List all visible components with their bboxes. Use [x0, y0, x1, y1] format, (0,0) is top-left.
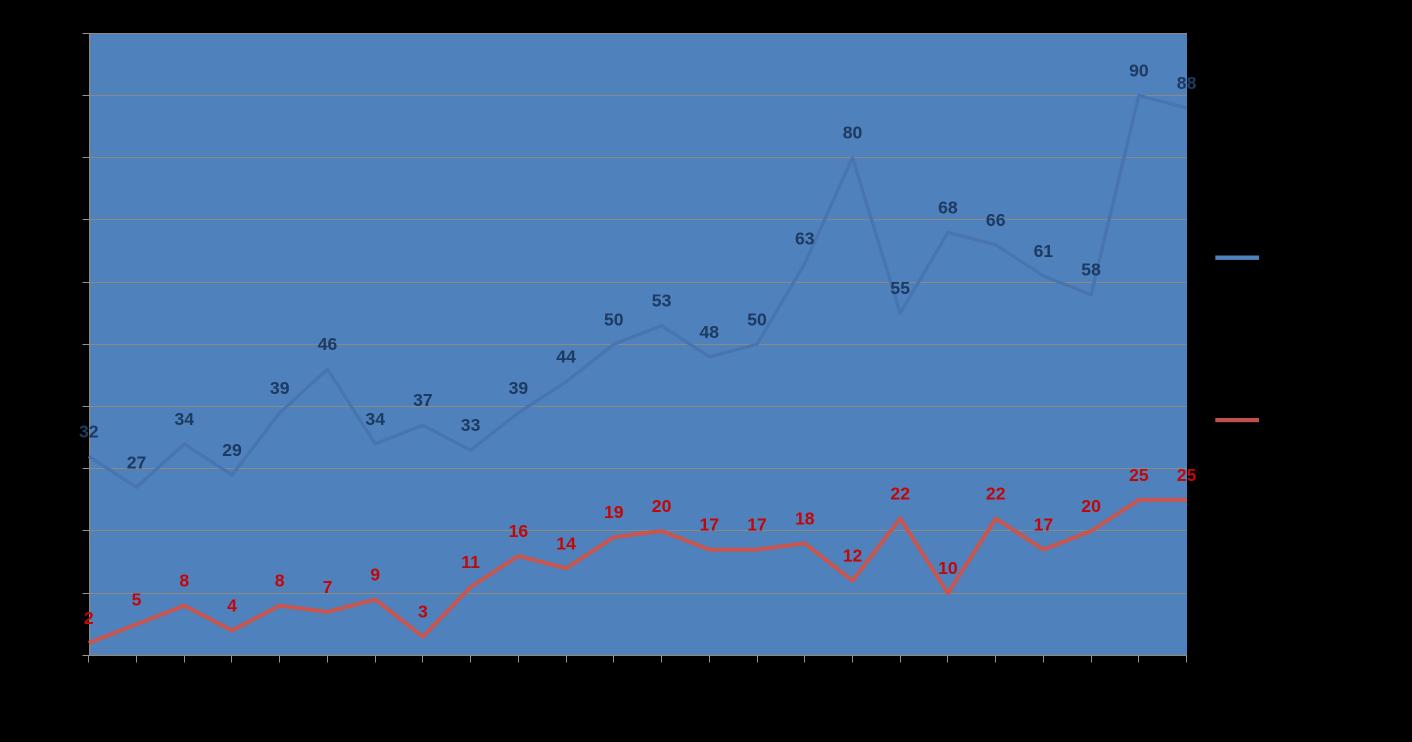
- svg-text:50: 50: [747, 309, 767, 329]
- svg-text:11: 11: [461, 552, 480, 572]
- svg-text:32: 32: [79, 421, 99, 441]
- svg-text:44: 44: [556, 347, 576, 367]
- svg-text:63: 63: [795, 229, 815, 249]
- svg-text:46: 46: [318, 334, 338, 354]
- svg-text:66: 66: [986, 210, 1006, 230]
- svg-text:39: 39: [509, 378, 529, 398]
- svg-text:53: 53: [652, 291, 672, 311]
- svg-text:90: 90: [1129, 61, 1149, 81]
- svg-text:25: 25: [1177, 465, 1197, 485]
- svg-text:16: 16: [509, 521, 529, 541]
- svg-text:50: 50: [604, 309, 624, 329]
- svg-text:34: 34: [365, 409, 385, 429]
- svg-text:8: 8: [275, 571, 285, 591]
- svg-text:80: 80: [843, 123, 863, 143]
- svg-text:5: 5: [132, 589, 142, 609]
- svg-text:34: 34: [175, 409, 195, 429]
- svg-text:25: 25: [1129, 465, 1149, 485]
- svg-text:4: 4: [227, 596, 237, 616]
- svg-text:33: 33: [461, 415, 481, 435]
- svg-text:17: 17: [700, 515, 720, 535]
- svg-text:14: 14: [556, 533, 576, 553]
- svg-text:10: 10: [938, 558, 958, 578]
- svg-text:17: 17: [1034, 515, 1054, 535]
- svg-text:19: 19: [604, 502, 624, 522]
- svg-text:18: 18: [795, 508, 815, 528]
- svg-text:37: 37: [413, 390, 433, 410]
- svg-text:68: 68: [938, 197, 958, 217]
- svg-text:8: 8: [179, 571, 189, 591]
- svg-text:20: 20: [652, 496, 672, 516]
- svg-text:3: 3: [418, 602, 428, 622]
- svg-text:58: 58: [1081, 260, 1101, 280]
- svg-text:2: 2: [84, 608, 94, 628]
- svg-text:88: 88: [1177, 73, 1197, 93]
- svg-text:48: 48: [700, 322, 720, 342]
- svg-text:7: 7: [323, 577, 333, 597]
- svg-text:22: 22: [986, 484, 1006, 504]
- svg-text:20: 20: [1081, 496, 1101, 516]
- svg-text:55: 55: [890, 278, 910, 298]
- svg-text:39: 39: [270, 378, 290, 398]
- svg-text:9: 9: [370, 564, 380, 584]
- svg-text:61: 61: [1034, 241, 1054, 261]
- svg-text:29: 29: [222, 440, 242, 460]
- svg-text:17: 17: [747, 515, 767, 535]
- svg-text:27: 27: [127, 452, 147, 472]
- svg-text:12: 12: [843, 546, 863, 566]
- svg-text:22: 22: [890, 484, 910, 504]
